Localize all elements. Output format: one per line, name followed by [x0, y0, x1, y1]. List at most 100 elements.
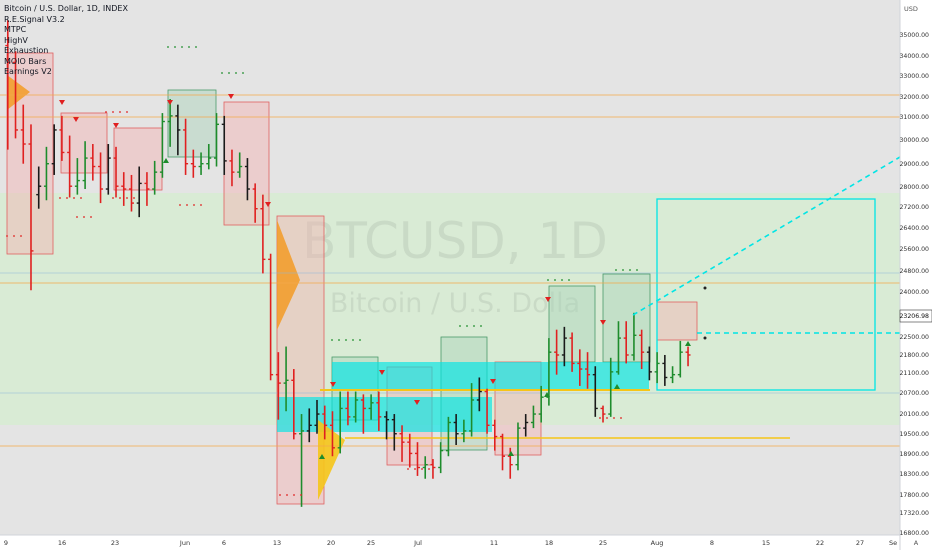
signal-dot [105, 111, 107, 113]
signal-dot [414, 468, 416, 470]
chart-legend: Bitcoin / U.S. Dollar, 1D, INDEX R.E.Sig… [4, 4, 128, 78]
signal-dot [119, 111, 121, 113]
candle [59, 115, 65, 161]
orange-triangle [277, 220, 300, 330]
candle [662, 354, 668, 386]
candle [268, 253, 274, 381]
y-tick-label: 20100.00 [899, 411, 929, 418]
candle [82, 141, 88, 190]
candle [685, 346, 691, 367]
sell-signal [228, 94, 234, 99]
projection-box [656, 198, 876, 391]
signal-dot [112, 111, 114, 113]
signal-dot [186, 204, 188, 206]
signal-dot [126, 197, 128, 199]
signal-dot [80, 197, 82, 199]
candle [677, 340, 683, 378]
candle [438, 442, 444, 474]
signal-dot [90, 216, 92, 218]
range-box [656, 301, 698, 341]
signal-dot [167, 46, 169, 48]
x-tick-label: Aug [651, 539, 664, 547]
candle [136, 166, 142, 218]
candle [445, 416, 451, 457]
y-tick-label: 33000.00 [899, 73, 929, 80]
x-tick-label: 16 [58, 539, 66, 547]
candle [554, 329, 560, 375]
sell-signal [73, 117, 79, 122]
signal-dot [279, 494, 281, 496]
candle [28, 124, 34, 291]
x-tick-label: 25 [599, 539, 607, 547]
candle [214, 113, 220, 167]
signal-dot [174, 46, 176, 48]
signal-dot [352, 339, 354, 341]
signal-dot [547, 279, 549, 281]
candle [322, 405, 328, 440]
candle [360, 394, 366, 434]
y-tick-label: 32000.00 [899, 94, 929, 101]
signal-dot [112, 197, 114, 199]
x-tick-label: 23 [111, 539, 119, 547]
watermark-symbol: BTCUSD, 1D [302, 212, 608, 270]
x-tick-label: 8 [710, 539, 714, 547]
signal-dot [599, 417, 601, 419]
y-tick-label: 16800.00 [899, 530, 929, 537]
signal-dot [459, 325, 461, 327]
signal-dot [480, 325, 482, 327]
signal-dot [73, 197, 75, 199]
y-tick-label: 22500.00 [899, 334, 929, 341]
signal-dot [13, 235, 15, 237]
x-tick-label: 25 [367, 539, 375, 547]
candle [461, 419, 467, 443]
x-tick-label: 15 [762, 539, 770, 547]
candle [144, 172, 150, 206]
time-axis [0, 535, 900, 550]
signal-dot [221, 72, 223, 74]
signal-dot [300, 494, 302, 496]
candle [175, 104, 181, 156]
candle [368, 394, 374, 420]
sell-signal [167, 100, 173, 105]
signal-dot [703, 336, 707, 340]
signal-dot [606, 417, 608, 419]
signal-dot [235, 72, 237, 74]
signal-dot [193, 204, 195, 206]
signal-dot [6, 235, 8, 237]
candle [67, 135, 73, 198]
y-tick-label: 18300.00 [899, 471, 929, 478]
candle [337, 391, 343, 454]
sell-signal [265, 202, 271, 207]
signal-dot [568, 279, 570, 281]
candle [345, 391, 351, 426]
x-tick-label: 18 [545, 539, 553, 547]
signal-dot [615, 269, 617, 271]
signal-dot [407, 468, 409, 470]
candle [244, 158, 250, 201]
signal-dot [359, 339, 361, 341]
sell-signal [113, 123, 119, 128]
y-tick-label: 21100.00 [899, 370, 929, 377]
candle [569, 332, 575, 372]
y-tick-label: 24000.00 [899, 289, 929, 296]
candle [152, 160, 158, 195]
x-tick-label: 13 [273, 539, 281, 547]
candle [399, 425, 405, 462]
candle [206, 144, 212, 170]
candle [190, 149, 196, 178]
signal-dot [200, 204, 202, 206]
y-tick-label: 35000.00 [899, 32, 929, 39]
signal-dot [703, 286, 707, 290]
signal-dot [473, 325, 475, 327]
candle [585, 352, 591, 389]
y-tick-label: 17800.00 [899, 492, 929, 499]
price-axis [900, 0, 932, 550]
candle [51, 124, 57, 175]
signal-dot [119, 197, 121, 199]
x-tick-label: 20 [327, 539, 335, 547]
buy-signal [319, 454, 325, 459]
y-tick-label: 27200.00 [899, 204, 929, 211]
y-tick-label: 21800.00 [899, 352, 929, 359]
candle [237, 152, 243, 178]
